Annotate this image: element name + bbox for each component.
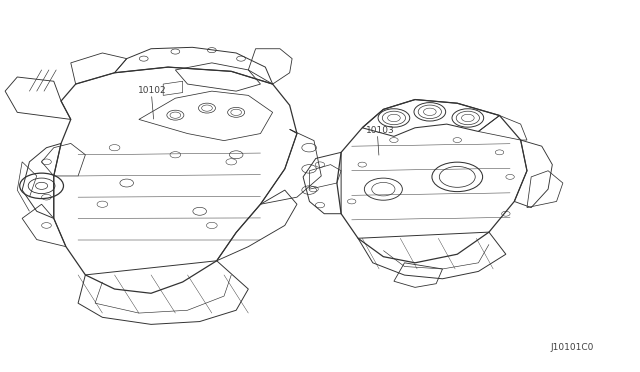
Text: 10102: 10102: [138, 86, 166, 95]
Text: J10101C0: J10101C0: [550, 343, 594, 352]
Text: 10103: 10103: [366, 126, 395, 135]
